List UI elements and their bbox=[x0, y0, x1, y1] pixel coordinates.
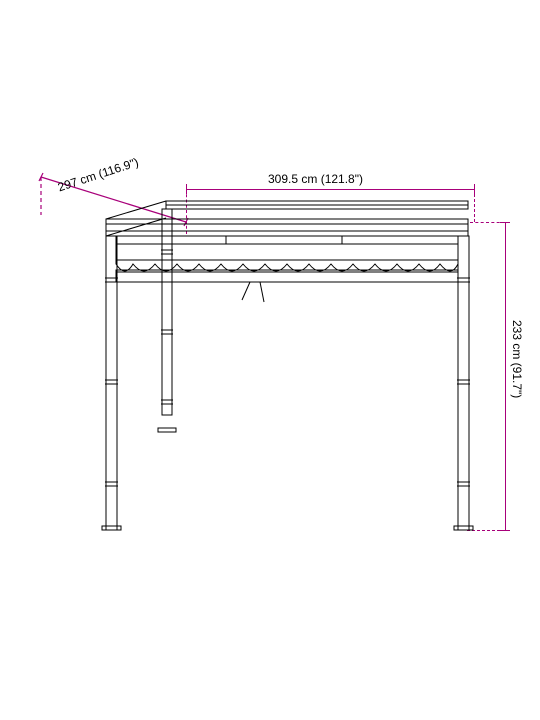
dim-width-line bbox=[186, 189, 474, 190]
top-bar-front bbox=[106, 219, 468, 236]
dim-width-drop-l bbox=[186, 189, 187, 234]
dim-height-label: 233 cm (91.7") bbox=[510, 320, 524, 398]
top-bar-back bbox=[166, 201, 468, 209]
canopy bbox=[116, 244, 458, 302]
dim-width-drop-r bbox=[474, 189, 475, 222]
dim-height-ext-b bbox=[467, 530, 505, 531]
diagram-canvas: 309.5 cm (121.8") 297 cm (116.9") 233 cm… bbox=[0, 0, 540, 720]
dim-depth-svg bbox=[0, 0, 540, 720]
leg-front-right bbox=[454, 236, 473, 530]
leg-back-left bbox=[162, 209, 172, 415]
sub-rail bbox=[116, 236, 458, 244]
dim-depth-label: 297 cm (116.9") bbox=[56, 155, 140, 194]
leg-front-left bbox=[102, 236, 121, 530]
dim-width-label: 309.5 cm (121.8") bbox=[268, 172, 363, 186]
dim-height-ext-t bbox=[470, 222, 505, 223]
leg-back-left-detail bbox=[158, 250, 176, 432]
pergola-svg bbox=[0, 0, 540, 720]
dim-height-line bbox=[505, 222, 506, 530]
